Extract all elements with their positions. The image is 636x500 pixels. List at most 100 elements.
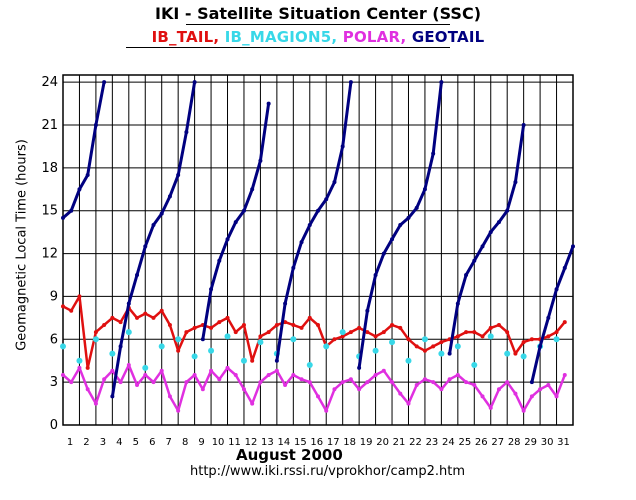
series-ib-tail-point: [299, 325, 304, 330]
x-tick-label: 29: [524, 437, 537, 448]
series-polar-point: [266, 373, 271, 377]
series-geotail-point: [258, 158, 263, 163]
series-geotail-point: [521, 123, 526, 127]
series-geotail-point: [110, 394, 115, 399]
series-polar-point: [447, 377, 452, 382]
series-ib-tail-point: [546, 334, 551, 339]
series-ib-tail-point: [381, 330, 386, 335]
series-polar-point: [439, 387, 444, 392]
series-polar-point: [233, 373, 238, 377]
series-geotail-point: [340, 144, 345, 149]
series-ib-magion5-point: [240, 357, 247, 364]
series-polar-point: [414, 383, 419, 387]
x-tick-label: 28: [508, 437, 521, 448]
series-geotail-point: [348, 80, 353, 85]
series-polar-point: [143, 373, 148, 377]
x-tick-label: 20: [376, 437, 389, 448]
series-ib-tail-point: [554, 330, 559, 335]
series-geotail-point: [93, 123, 98, 127]
series-ib-tail-point: [93, 330, 98, 335]
y-tick-label: 18: [41, 161, 58, 176]
series-ib-tail-point: [225, 315, 230, 320]
legend-item-ib-magion5: IB_MAGION5,: [224, 28, 338, 46]
series-ib-tail-point: [316, 323, 320, 327]
series-ib-magion5-point: [191, 353, 198, 360]
x-tick-label: 9: [198, 437, 204, 448]
series-geotail-point: [439, 80, 444, 85]
series-ib-magion5-point: [257, 339, 264, 346]
series-ib-tail-point: [250, 358, 255, 363]
series-ib-magion5-point: [208, 347, 215, 354]
x-tick-label: 31: [557, 437, 570, 448]
series-ib-magion5-point: [158, 343, 165, 350]
y-tick-label: 15: [41, 204, 58, 219]
series-ib-magion5-point: [290, 336, 297, 343]
series-geotail-point: [274, 358, 279, 363]
series-ib-magion5-point: [454, 343, 461, 350]
legend-item-geotail: GEOTAIL: [411, 28, 485, 46]
series-ib-tail-point: [414, 344, 419, 349]
series-geotail-point: [357, 365, 362, 370]
series-geotail-point: [209, 287, 214, 292]
series-ib-tail-point: [480, 334, 485, 339]
series-ib-tail-point: [266, 330, 271, 335]
series-geotail-point: [184, 130, 189, 135]
series-ib-tail-point: [283, 320, 288, 325]
series-geotail-point: [316, 208, 320, 213]
series-ib-tail-point: [521, 340, 526, 345]
series-ib-tail-point: [505, 330, 510, 335]
series-polar-point: [381, 368, 386, 373]
series-ib-tail-point: [110, 315, 115, 320]
series-polar-point: [250, 401, 255, 406]
series-geotail-point: [69, 208, 74, 213]
series-ib-magion5-point: [405, 357, 412, 364]
series-ib-magion5-point: [60, 343, 66, 350]
series-polar-point: [200, 387, 205, 392]
series-ib-magion5-point: [76, 357, 83, 364]
legend-item-ib-tail: IB_TAIL,: [151, 28, 220, 46]
series-ib-magion5-point: [471, 362, 478, 368]
series-polar-point: [118, 380, 123, 385]
x-tick-label: 6: [149, 437, 155, 448]
series-ib-tail-point: [439, 340, 444, 345]
series-ib-tail-point: [332, 337, 337, 342]
series-polar-point: [324, 408, 329, 413]
series-polar-point: [69, 380, 74, 385]
series-polar-point: [546, 383, 551, 387]
series-ib-tail-point: [348, 330, 353, 335]
series-polar-point: [184, 380, 189, 385]
series-geotail-point: [472, 258, 477, 263]
x-tick-label: 16: [310, 437, 323, 448]
series-geotail-point: [143, 244, 148, 249]
x-tick-label: 22: [409, 437, 422, 448]
series-polar-point: [258, 380, 263, 385]
series-polar-point: [332, 387, 337, 392]
series-polar-point: [340, 380, 345, 385]
x-tick-label: 7: [166, 437, 172, 448]
series-ib-tail-point: [77, 294, 82, 299]
series-ib-tail-point: [398, 325, 403, 330]
legend-item-polar: POLAR,: [342, 28, 407, 46]
series-geotail-point: [406, 215, 411, 220]
series-geotail-point: [464, 273, 469, 277]
series-ib-tail-point: [184, 330, 189, 335]
series-polar-point: [159, 368, 164, 373]
y-tick-label: 9: [50, 289, 58, 304]
series-ib-tail-point: [455, 334, 460, 339]
series-geotail-point: [192, 80, 197, 85]
series-polar-point: [480, 394, 485, 399]
series-ib-magion5-point: [553, 336, 560, 343]
y-tick-label: 6: [50, 332, 58, 347]
x-axis-label: August 2000: [236, 446, 343, 464]
series-polar-point: [307, 380, 312, 385]
series-ib-tail-point: [422, 348, 427, 353]
x-tick-label: 27: [491, 437, 504, 448]
series-ib-tail-point: [340, 334, 345, 339]
series-polar-point: [472, 383, 477, 387]
x-tick-label: 11: [228, 437, 241, 448]
series-ib-magion5-point: [438, 350, 445, 357]
series-geotail-point: [61, 215, 65, 220]
series-geotail-point: [266, 101, 271, 106]
series-ib-tail-point: [176, 348, 181, 353]
series-geotail-point: [505, 208, 510, 213]
